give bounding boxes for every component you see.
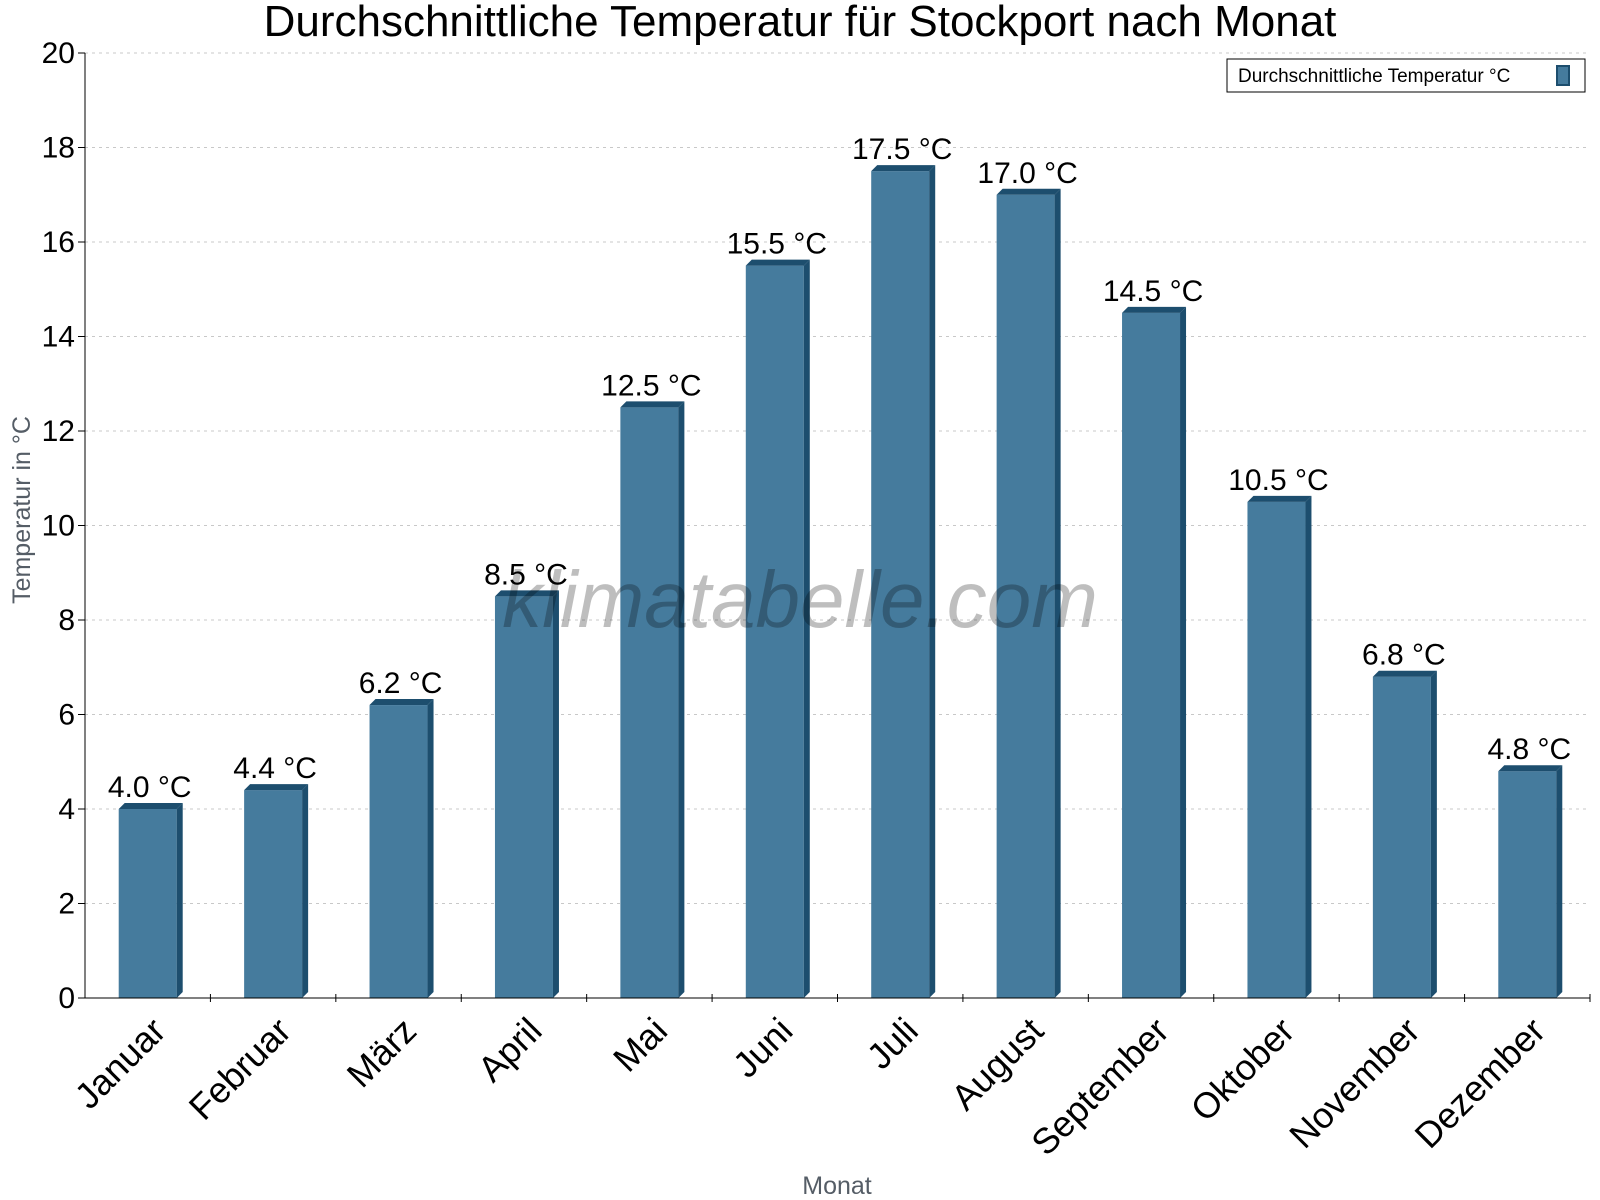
bar [118,803,183,998]
bar-front [1372,676,1431,998]
data-label: 15.5 °C [727,228,827,261]
y-tick-label: 0 [58,982,75,1015]
y-tick-label: 2 [58,888,75,921]
bar-top [1372,670,1437,677]
bar-front [369,705,428,998]
watermark: klimatabelle.com [502,555,1098,644]
data-label: 4.8 °C [1487,733,1571,766]
y-tick-labels: 0 2 4 6 8 10 12 14 16 18 20 [42,37,75,1015]
bar-side [1305,495,1312,998]
bar-top [1247,495,1312,502]
bar [996,188,1061,998]
bar [494,590,559,998]
bar [1122,306,1187,998]
y-tick-label: 18 [42,132,75,165]
bar-top [1122,306,1187,313]
x-axis-label: Monat [802,1172,872,1200]
bar-side [552,590,559,998]
legend-label: Durchschnittliche Temperatur °C [1238,66,1510,87]
bar-front [244,790,303,998]
x-tick-label: April [470,1010,550,1090]
data-label: 17.0 °C [977,157,1077,190]
bar-front [1122,312,1181,998]
bar-top [369,699,434,706]
bar-side [1054,188,1061,998]
data-label: 6.8 °C [1362,639,1446,672]
bar-side [302,784,309,998]
chart-title: Durchschnittliche Temperatur für Stockpo… [264,0,1337,46]
y-tick-label: 6 [58,699,75,732]
y-axis-label: Temperatur in °C [8,416,36,604]
bar [1247,495,1312,998]
bar-side [678,401,685,998]
y-tick-label: 20 [42,37,75,70]
x-tick-label: März [339,1010,425,1096]
legend: Durchschnittliche Temperatur °C [1226,58,1586,93]
bar-top [1498,765,1563,772]
bar-top [118,803,183,809]
data-label: 4.0 °C [108,771,192,804]
grid-lines [85,52,1590,904]
data-label: 10.5 °C [1228,464,1328,497]
bar [871,165,936,998]
bar-top [244,784,309,791]
bar [369,699,434,998]
bar-side [803,259,810,998]
x-tick-label: August [943,1010,1051,1118]
bar-side [1430,670,1437,998]
bars [118,165,1563,998]
bar-top [620,401,685,408]
bar [1498,765,1563,998]
bar-front [118,809,177,998]
x-tick-label: November [1281,1010,1427,1156]
x-tick-label: Januar [67,1010,174,1117]
x-tick-label: Juni [725,1010,801,1086]
x-tick-label: Februar [181,1010,299,1128]
y-tick-label: 10 [42,510,75,543]
bar-top [745,259,810,266]
data-label: 6.2 °C [359,667,443,700]
legend-swatch [1556,65,1570,86]
bar-front [620,407,679,998]
bar-top [871,165,936,172]
bar-top [996,188,1061,195]
y-tick-label: 14 [42,321,75,354]
bar-side [176,803,183,998]
y-tick-label: 12 [42,415,75,448]
bar [745,259,810,998]
bar [1372,670,1437,998]
x-tick-label: Dezember [1407,1010,1553,1156]
data-label: 17.5 °C [852,133,952,166]
bar [244,784,309,998]
x-tick-labels: Januar Februar März April Mai Juni Juli AugustS… [67,1010,1553,1164]
y-tick-label: 8 [58,604,75,637]
x-tick-label: Mai [605,1010,675,1080]
data-labels: 4.0 °C 4.4 °C 6.2 °C 8.5 °C 12.5 °C 15.5 °C 17… [108,133,1571,804]
bar [620,401,685,998]
x-tick-label: Juli [859,1010,926,1077]
bar-top [494,590,559,597]
y-tick-label: 4 [58,793,75,826]
data-label: 8.5 °C [484,558,568,591]
bar-front [1498,771,1557,998]
bar-front [996,194,1055,998]
data-label: 12.5 °C [601,369,701,402]
legend-box [1226,58,1586,93]
bar-side [1556,765,1563,998]
bar-side [929,165,936,998]
bar-front [745,265,804,998]
bar-side [427,699,434,998]
bar-side [1180,306,1187,998]
x-tick-label: September [1023,1010,1177,1164]
data-label: 4.4 °C [233,752,317,785]
data-label: 14.5 °C [1103,275,1203,308]
bar-front [1247,501,1306,998]
bar-front [494,596,553,998]
axes [78,52,1591,1002]
y-tick-label: 16 [42,226,75,259]
bar-front [871,171,930,998]
x-tick-label: Oktober [1183,1010,1303,1130]
